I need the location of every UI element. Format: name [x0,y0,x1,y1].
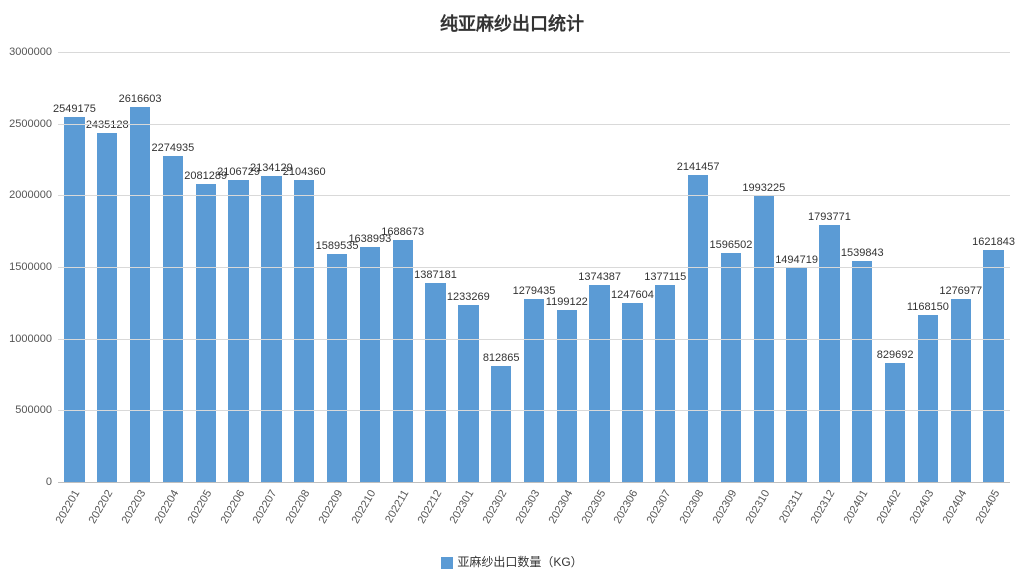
bar [589,285,609,482]
bar-value-label: 1387181 [386,269,486,281]
bar [622,303,642,482]
bar [130,107,150,482]
bar [360,247,380,482]
bar [425,283,445,482]
x-tick: 202405 [973,488,1002,526]
grid-line [58,124,1010,125]
y-tick: 3000000 [0,46,52,58]
x-tick: 202305 [579,488,608,526]
bar [557,310,577,482]
x-tick: 202302 [481,488,510,526]
grid-line [58,52,1010,53]
grid-line [58,195,1010,196]
x-tick: 202203 [120,488,149,526]
bar [688,175,708,482]
bar [721,253,741,482]
x-tick: 202301 [448,488,477,526]
x-tick: 202205 [185,488,214,526]
bar [196,184,216,482]
x-tick: 202312 [809,488,838,526]
bar [655,285,675,482]
x-tick: 202311 [777,488,805,525]
x-tick: 202201 [54,488,83,526]
bar-value-label: 1793771 [779,211,879,223]
y-axis: 0500000100000015000002000000250000030000… [0,52,58,482]
bar [819,225,839,482]
x-tick: 202307 [645,488,674,526]
x-tick: 202210 [350,488,379,526]
chart-container: 纯亚麻纱出口统计 0 500000 1000000 1500000 2000000 250… [0,0,1024,576]
y-tick: 500000 [0,404,52,416]
bar [885,363,905,482]
x-tick: 202209 [317,488,346,526]
x-tick: 202309 [711,488,740,526]
bar-value-label: 2104360 [254,166,354,178]
y-tick: 0 [0,476,52,488]
x-tick: 202208 [284,488,313,526]
bar-value-label: 1993225 [714,182,814,194]
bar [491,366,511,483]
bar-value-label: 2616603 [90,93,190,105]
grid-line [58,267,1010,268]
bar [852,261,872,482]
grid-line [58,339,1010,340]
bar [294,180,314,482]
x-tick: 202401 [842,488,871,526]
x-tick: 202207 [251,488,280,526]
bar-value-label: 1621843 [944,236,1024,248]
bar [951,299,971,482]
x-tick: 202206 [218,488,247,526]
x-tick: 202306 [612,488,641,526]
x-tick: 202303 [514,488,543,526]
bar-value-label: 1279435 [484,285,584,297]
legend-label: 亚麻纱出口数量（KG） [457,555,582,569]
bar [64,117,84,482]
y-tick: 1000000 [0,333,52,345]
x-tick: 202204 [153,488,182,526]
bar [327,254,347,482]
x-tick: 202304 [546,488,575,526]
x-tick: 202202 [87,488,116,526]
x-tick: 202402 [875,488,904,526]
bar [918,315,938,482]
bar [228,180,248,482]
x-tick: 202308 [678,488,707,526]
bar-value-label: 2141457 [648,161,748,173]
bar [163,156,183,482]
bar [983,250,1003,482]
bar [524,299,544,482]
plot-area: 2549175243512826166032274935208128921067… [58,52,1010,482]
y-tick: 2500000 [0,118,52,130]
x-tick: 202403 [908,488,937,526]
x-axis: 2022012022022022032022042022052022062022… [58,482,1010,542]
bar [458,305,478,482]
bar-value-label: 2274935 [123,142,223,154]
x-tick: 202212 [415,488,444,526]
x-tick: 202310 [743,488,772,526]
legend-swatch [441,557,453,569]
bar [97,133,117,482]
x-tick: 202211 [383,488,411,525]
legend: 亚麻纱出口数量（KG） [0,553,1024,570]
chart-title: 纯亚麻纱出口统计 [0,10,1024,36]
x-tick: 202404 [940,488,969,526]
bar-value-label: 1539843 [812,247,912,259]
bar-value-label: 1688673 [353,226,453,238]
y-tick: 1500000 [0,261,52,273]
bar [786,268,806,482]
bar [261,176,281,482]
y-tick: 2000000 [0,189,52,201]
grid-line [58,410,1010,411]
